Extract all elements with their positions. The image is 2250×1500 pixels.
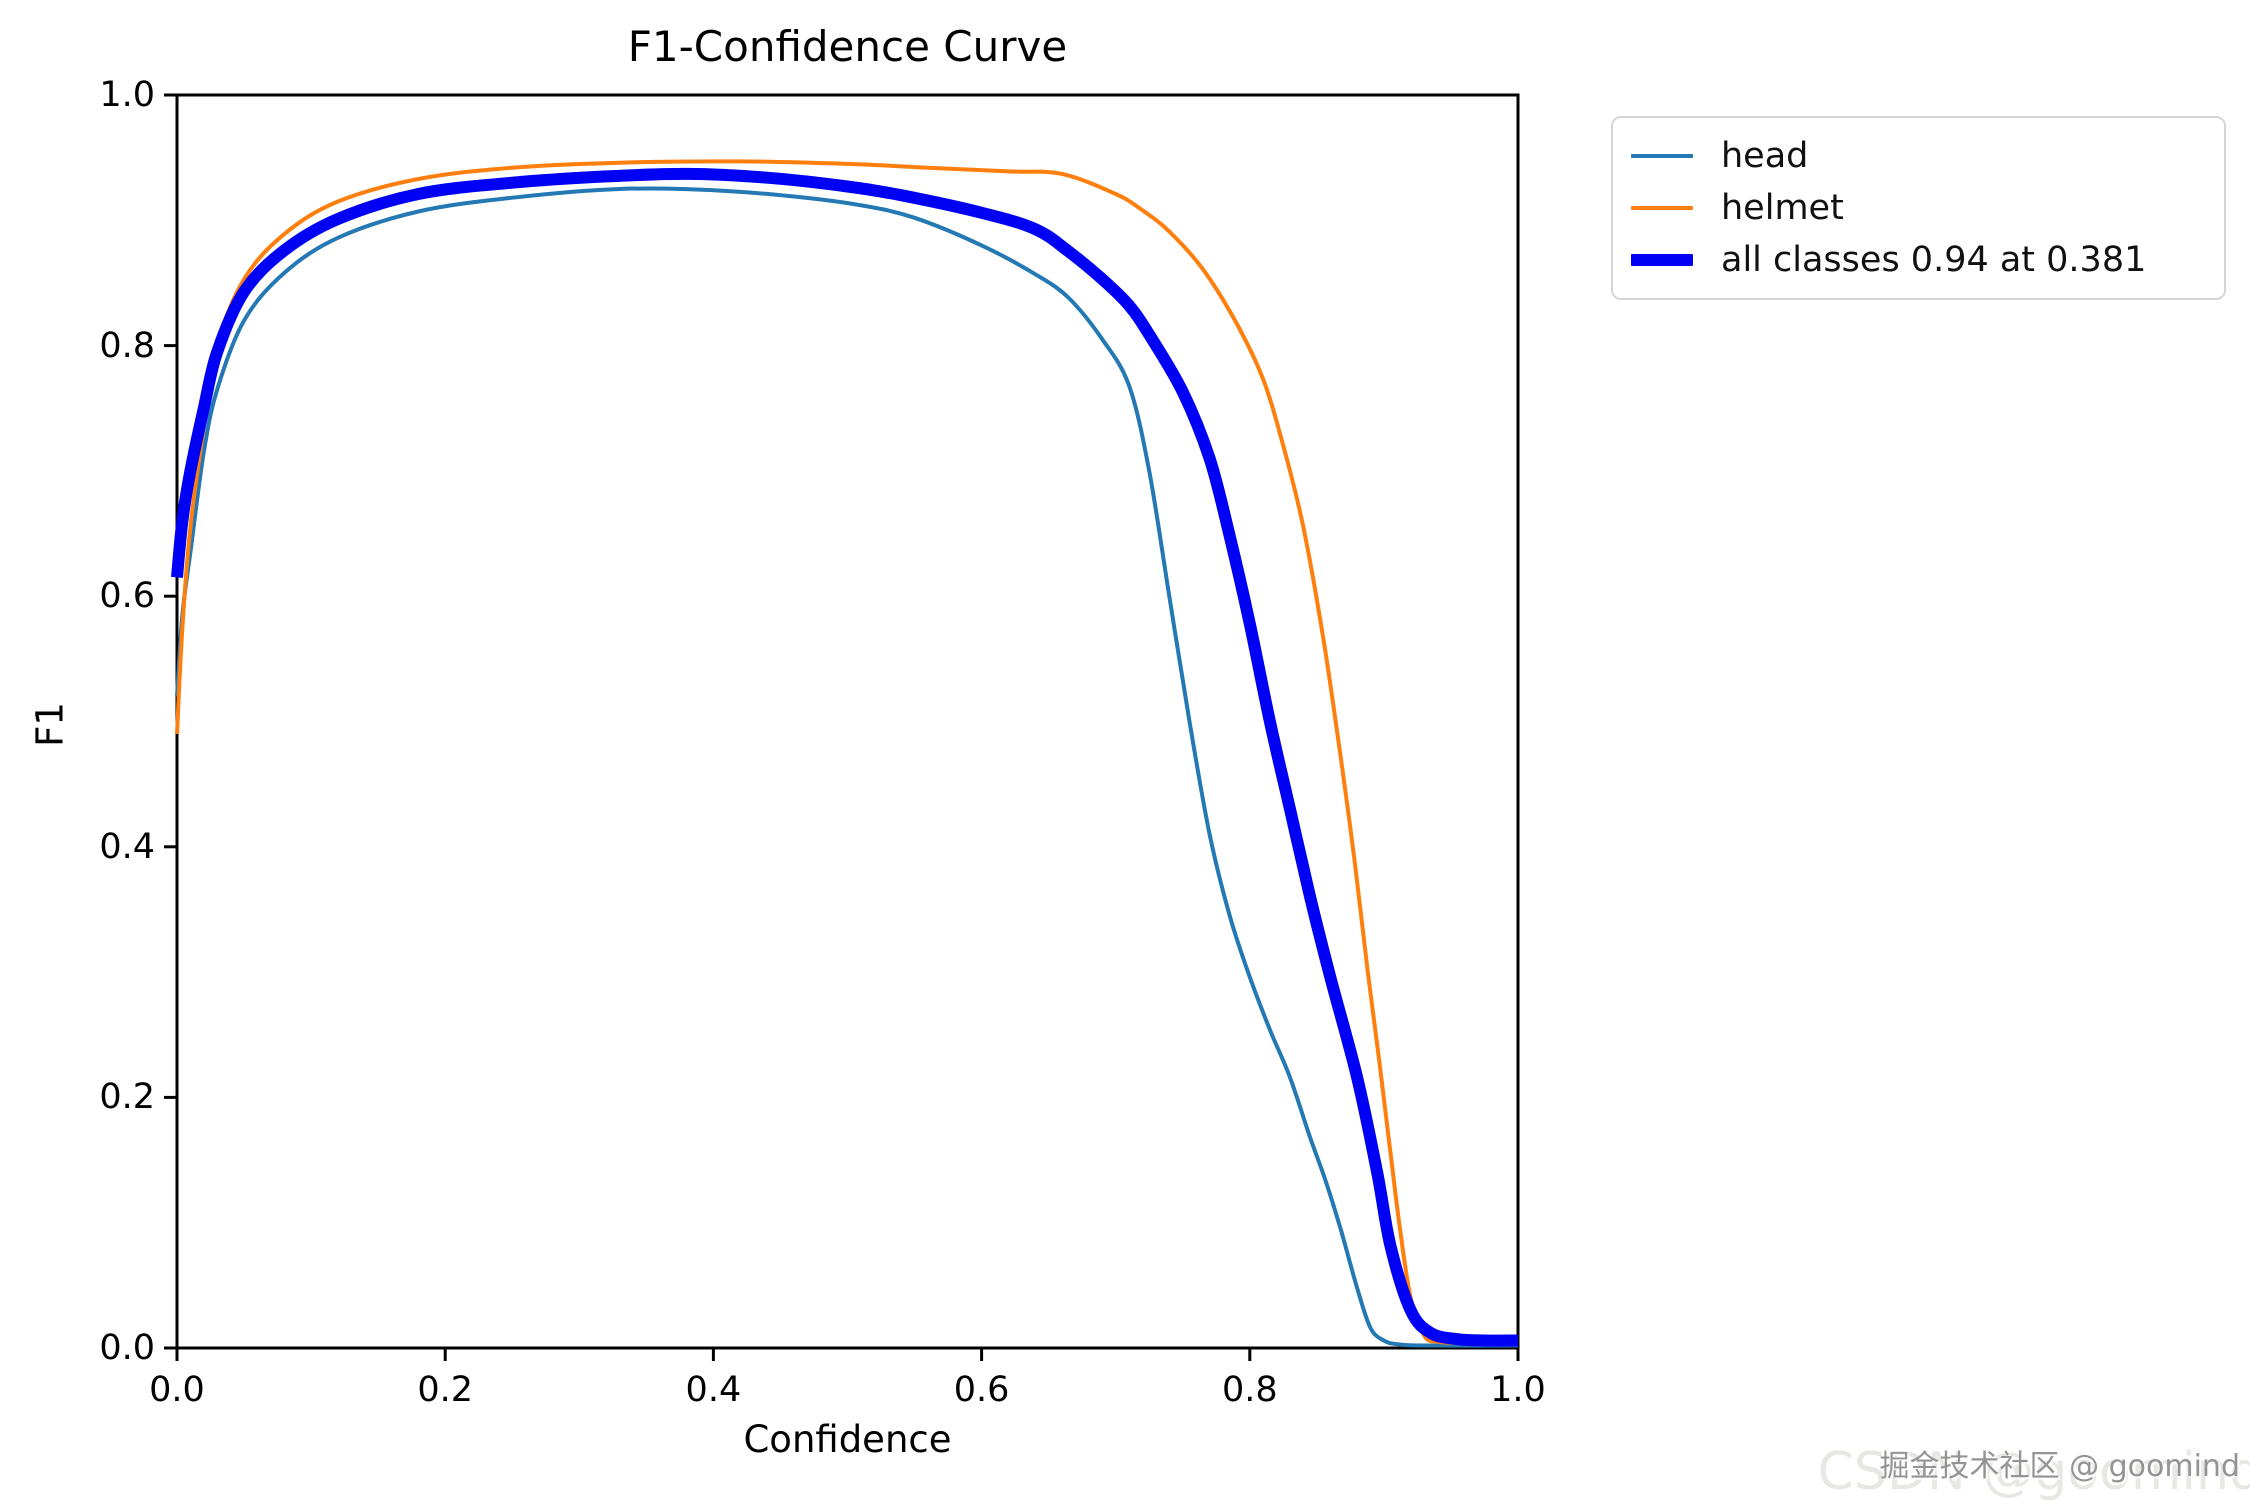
legend-item-head: head [1631,130,2206,182]
curve-head [175,186,1519,1348]
legend-box: head helmet all classes 0.94 at 0.381 [1611,116,2226,300]
curve-all-classes [171,167,1519,1347]
legend-label: all classes 0.94 at 0.381 [1721,240,2147,280]
legend-label: head [1721,136,1809,176]
x-tick-label: 1.0 [1490,1370,1546,1410]
x-axis-label: Confidence [743,1418,952,1461]
juejin-watermark: 掘金技术社区 @ goomind [1879,1449,2240,1484]
y-tick-label: 0.4 [99,826,155,867]
head-line-swatch [1631,154,1693,158]
y-tick-label: 0.0 [99,1328,155,1368]
y-tick-label: 1.0 [99,75,155,115]
x-tick-label: 0.8 [1221,1370,1278,1410]
y-tick-label: 0.8 [99,325,155,366]
legend-item-all-classes: all classes 0.94 at 0.381 [1631,234,2206,286]
helmet-line-swatch [1631,206,1693,210]
x-tick-label: 0.4 [685,1370,742,1410]
x-tick-label: 0.0 [149,1370,205,1410]
y-axis-label: F1 [28,702,72,747]
y-tick-label: 0.6 [99,576,155,617]
legend-item-helmet: helmet [1631,182,2206,234]
legend-label: helmet [1721,188,1844,228]
x-tick-label: 0.6 [953,1370,1010,1410]
chart-title: F1-Confidence Curve [627,22,1068,71]
all-classes-line-swatch [1631,254,1693,266]
curve-helmet [175,159,1519,1346]
csdn-watermark: CSDN @goomind [1817,1442,2250,1500]
y-tick-label: 0.2 [99,1077,155,1118]
x-tick-label: 0.2 [417,1370,474,1410]
